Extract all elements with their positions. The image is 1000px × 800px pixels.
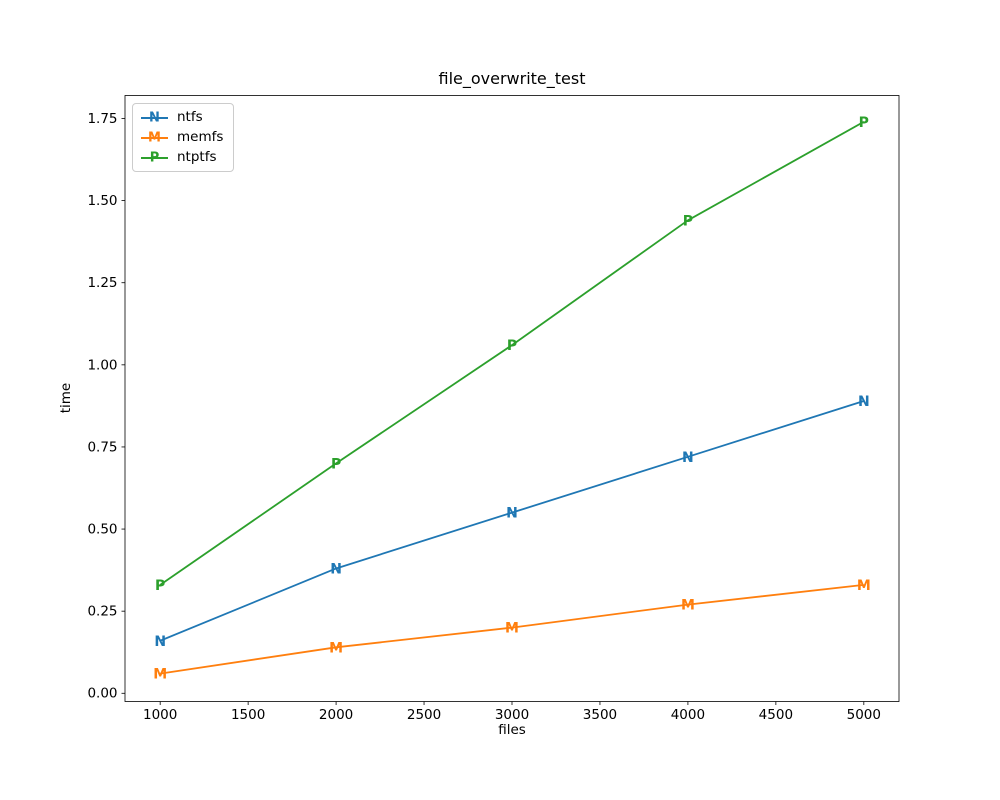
marker-M-memfs: M xyxy=(505,621,519,637)
marker-M-memfs: M xyxy=(857,578,871,594)
marker-N-ntfs: N xyxy=(682,450,694,466)
marker-P-ntptfs: P xyxy=(507,338,517,354)
x-tick-label: 1500 xyxy=(231,707,265,723)
x-tick-label: 4000 xyxy=(671,707,705,723)
x-tick-label: 2500 xyxy=(407,707,441,723)
y-tick-label: 0.50 xyxy=(87,522,117,538)
y-axis-label: time xyxy=(58,382,74,414)
x-tick-label: 3500 xyxy=(583,707,617,723)
x-tick-label: 2000 xyxy=(319,707,353,723)
legend-marker-memfs-icon: M xyxy=(141,130,168,146)
y-tick-label: 1.00 xyxy=(87,357,117,373)
x-tick-label: 5000 xyxy=(847,707,881,723)
marker-P-ntptfs: P xyxy=(331,456,341,472)
marker-N-ntfs: N xyxy=(858,394,870,410)
marker-P-ntptfs: P xyxy=(683,213,693,229)
legend-label-ntfs: ntfs xyxy=(177,108,203,125)
y-tick-label: 1.75 xyxy=(87,111,117,127)
y-tick-label: 1.25 xyxy=(87,275,117,291)
marker-M-memfs: M xyxy=(681,598,695,614)
y-tick-label: 0.75 xyxy=(87,439,117,455)
legend-marker-ntfs-icon: N xyxy=(141,110,168,126)
legend-label-memfs: memfs xyxy=(177,128,224,145)
series-line-memfs xyxy=(160,584,864,675)
y-tick-label: 1.50 xyxy=(87,193,117,209)
marker-P-ntptfs: P xyxy=(859,115,869,131)
marker-M-memfs: M xyxy=(329,640,343,656)
x-tick-label: 1000 xyxy=(143,707,177,723)
x-tick-label: 3000 xyxy=(495,707,529,723)
legend-marker-ntptfs-icon: P xyxy=(141,150,168,166)
y-tick-label: 0.25 xyxy=(87,604,117,620)
marker-P-ntptfs: P xyxy=(155,578,165,594)
chart-title: file_overwrite_test xyxy=(438,69,586,88)
series-line-ntfs xyxy=(159,400,865,642)
marker-M-memfs: M xyxy=(153,667,167,683)
series-line-ntptfs xyxy=(159,120,865,586)
marker-N-ntfs: N xyxy=(154,634,166,650)
marker-N-ntfs: N xyxy=(330,562,342,578)
x-axis-label: files xyxy=(498,722,526,738)
y-tick-label: 0.00 xyxy=(87,686,117,702)
marker-N-ntfs: N xyxy=(506,506,518,522)
x-tick-label: 4500 xyxy=(759,707,793,723)
legend-label-ntptfs: ntptfs xyxy=(177,148,217,165)
axes-spines xyxy=(124,95,900,702)
